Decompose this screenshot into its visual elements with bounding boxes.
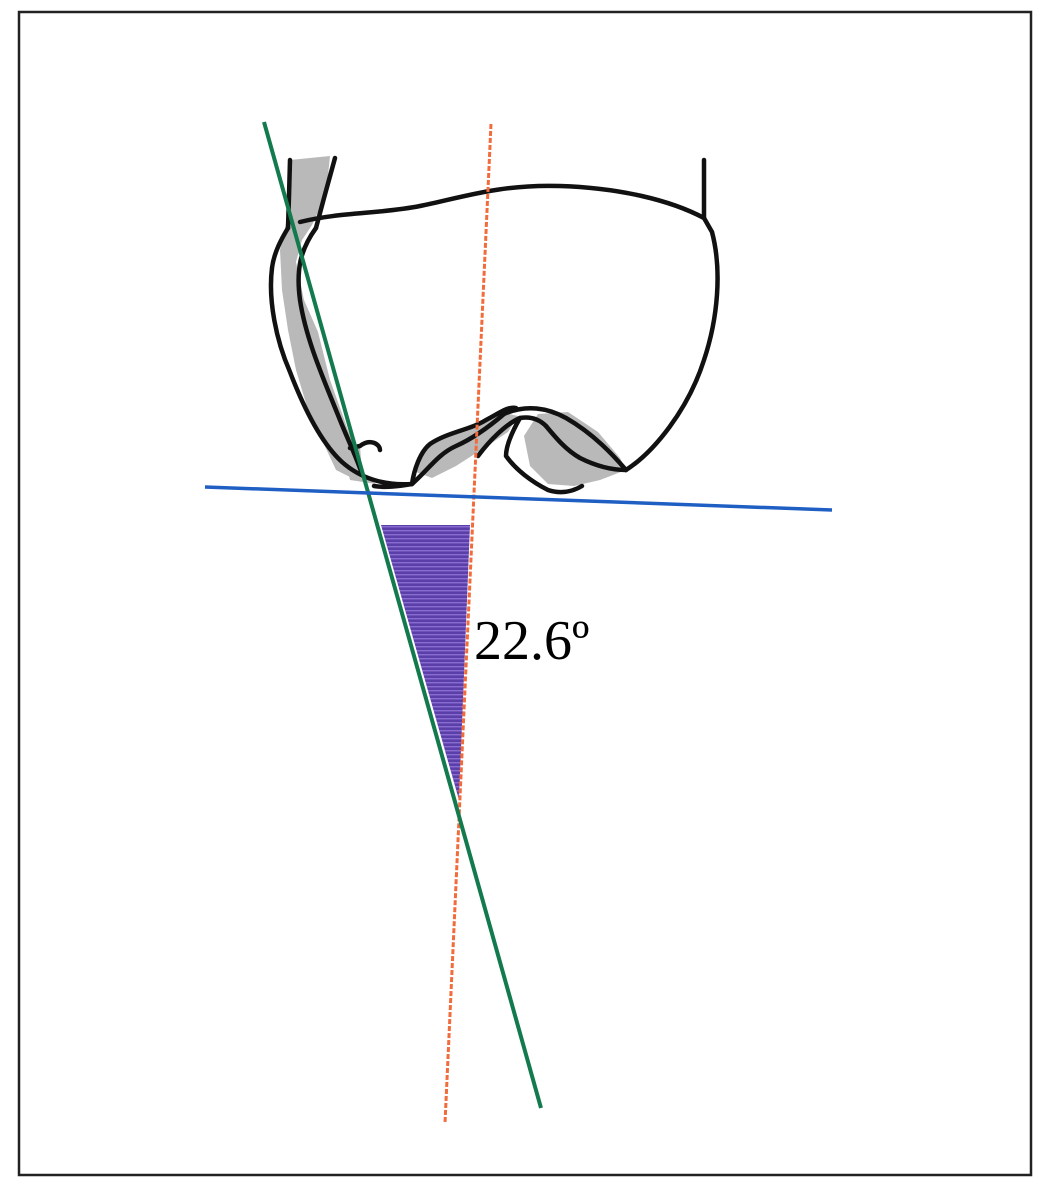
shaft-left-edge	[285, 157, 293, 231]
figure-frame	[17, 10, 1033, 1177]
lateral-condyle-inner	[347, 439, 383, 453]
condyle-outline	[268, 157, 720, 487]
shaft-shading	[280, 156, 360, 478]
notch-shading	[416, 412, 518, 478]
shaft-inner-edge	[296, 225, 365, 477]
blue-baseline	[204, 485, 833, 512]
angle-wedge	[381, 525, 470, 800]
intercondylar-curve	[371, 481, 415, 490]
orange-dashed-axis-line	[443, 123, 493, 1124]
medial-facet-edge	[543, 423, 629, 473]
green-axis-line	[262, 121, 543, 1109]
notch-left-ridge	[409, 405, 519, 487]
medial-condyle-inner	[503, 415, 585, 495]
angle-label: 22.6º	[474, 610, 589, 672]
